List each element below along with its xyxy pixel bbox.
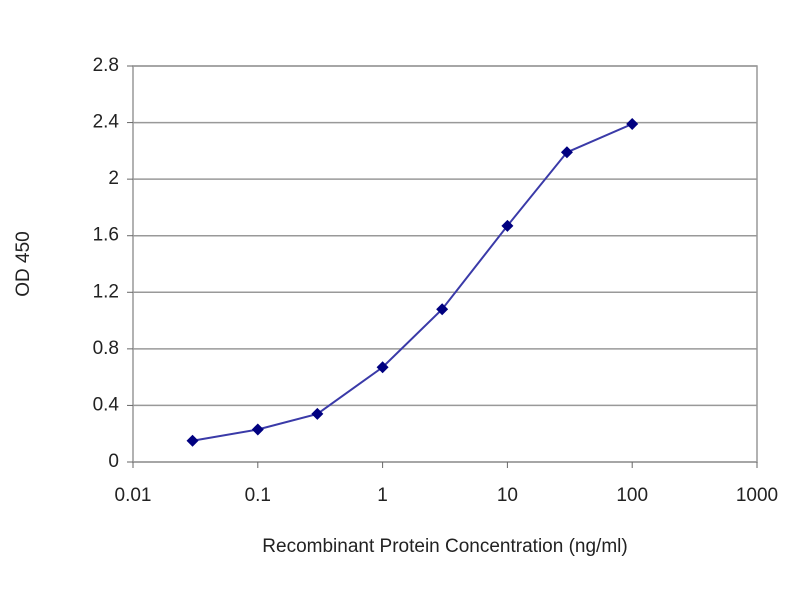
y-tick-label: 2.4 — [93, 112, 120, 133]
data-point — [311, 407, 324, 420]
y-tick-label: 0.4 — [93, 394, 120, 415]
x-axis-label: Recombinant Protein Concentration (ng/ml… — [262, 536, 627, 557]
y-tick-label: 1.6 — [93, 225, 119, 246]
data-point — [436, 303, 449, 316]
data-point — [501, 219, 514, 232]
x-tick-label: 100 — [616, 485, 648, 506]
data-point — [376, 361, 389, 374]
y-tick-label: 2 — [108, 168, 119, 189]
data-point — [186, 434, 199, 447]
x-tick-label: 0.01 — [115, 485, 152, 506]
data-point — [626, 117, 639, 130]
data-point — [251, 423, 264, 436]
y-axis-label: OD 450 — [13, 231, 34, 296]
x-tick-label: 1000 — [736, 485, 778, 506]
x-tick-label: 1 — [377, 485, 388, 506]
x-tick-label: 0.1 — [245, 485, 271, 506]
y-tick-label: 0 — [108, 451, 119, 472]
y-tick-label: 2.8 — [93, 55, 119, 76]
data-point — [560, 146, 573, 159]
x-tick-label: 10 — [497, 485, 518, 506]
y-tick-label: 0.8 — [93, 338, 119, 359]
y-tick-label: 1.2 — [93, 281, 119, 302]
plot-area — [132, 65, 758, 463]
data-line — [192, 123, 633, 442]
